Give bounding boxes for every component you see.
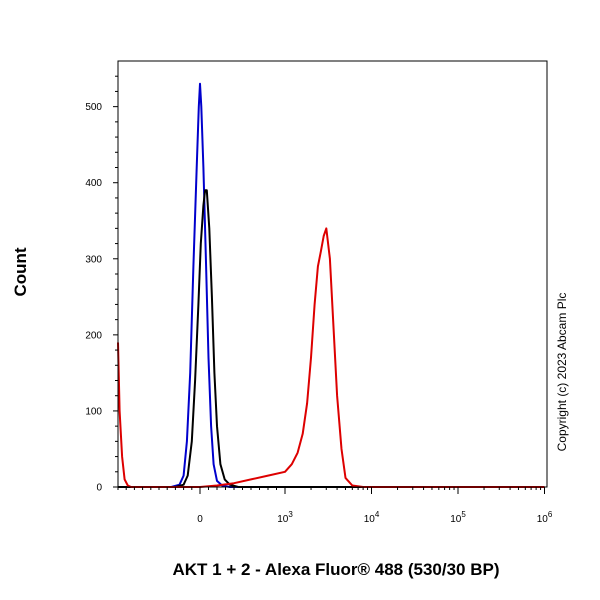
y-tick-label: 400 bbox=[85, 178, 102, 189]
y-tick-label: 300 bbox=[85, 254, 102, 265]
copyright-text: Copyright (c) 2023 Abcam Plc bbox=[555, 293, 569, 452]
y-axis-label: Count bbox=[11, 247, 30, 296]
x-tick-label: 106 bbox=[537, 510, 553, 525]
x-tick-label: 105 bbox=[450, 510, 466, 525]
x-axis-label: AKT 1 + 2 - Alexa Fluor® 488 (530/30 BP) bbox=[173, 560, 500, 579]
y-tick-label: 0 bbox=[96, 483, 102, 494]
series-line-2 bbox=[118, 189, 545, 488]
x-tick-label: 103 bbox=[277, 510, 293, 525]
x-tick-label: 104 bbox=[364, 510, 380, 525]
y-tick-label: 500 bbox=[85, 102, 102, 113]
plot-frame bbox=[117, 60, 548, 488]
series-line-1 bbox=[118, 82, 545, 488]
y-tick-label: 100 bbox=[85, 406, 102, 417]
x-tick-label: 0 bbox=[197, 514, 203, 525]
y-tick-label: 200 bbox=[85, 330, 102, 341]
